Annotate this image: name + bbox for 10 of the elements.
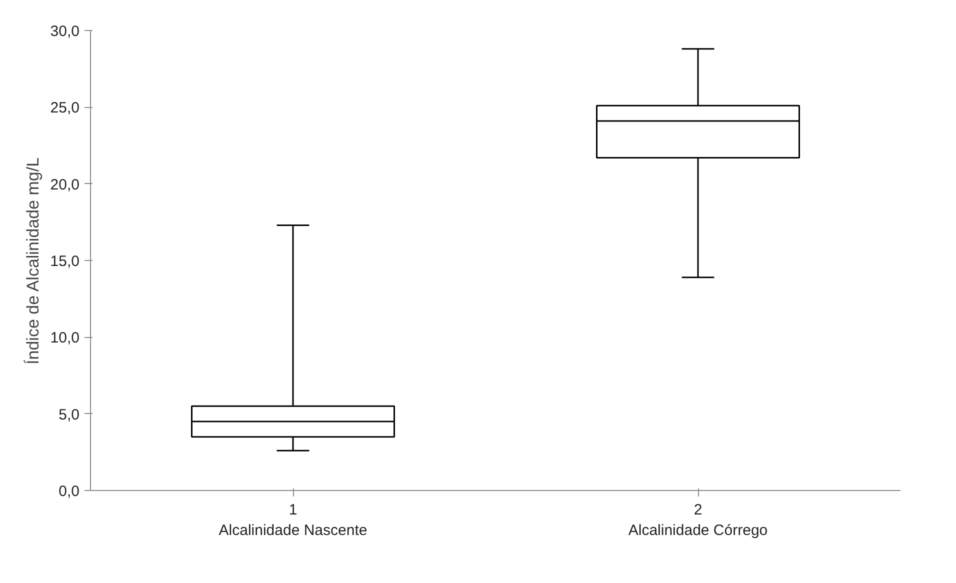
y-tick-label: 5,0: [58, 406, 80, 424]
x-tick-label: 1 Alcalinidade Nascente: [218, 502, 368, 539]
y-tick-label: 0,0: [58, 483, 80, 500]
y-tick-label: 15,0: [50, 253, 80, 270]
y-tick-label: 10,0: [50, 330, 80, 347]
y-tick-label: 20,0: [50, 176, 80, 194]
y-axis-title: Índice de Alcalinidade mg/L: [23, 157, 42, 364]
x-tick-label: 2 Alcalinidade Córrego: [628, 502, 768, 539]
y-tick-label: 25,0: [50, 100, 80, 117]
y-tick-label: 30,0: [50, 23, 80, 40]
